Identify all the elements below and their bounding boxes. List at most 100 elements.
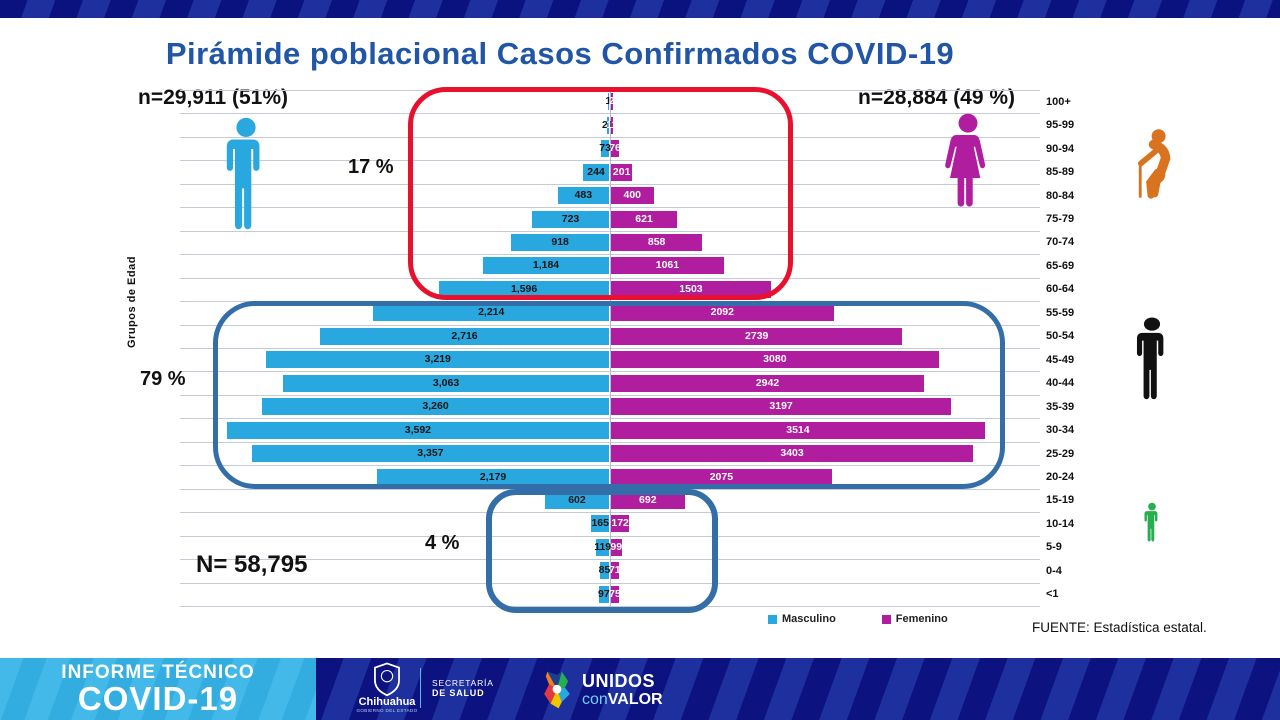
bar-value-label: 75 xyxy=(609,587,621,600)
bar-value-label: 1 xyxy=(605,95,612,108)
pyramid-bar-male: 602 xyxy=(544,491,609,509)
age-group-label: 95-99 xyxy=(1046,119,1075,132)
pyramid-bar-male: 3,592 xyxy=(226,421,609,439)
bar-value-label: 2,716 xyxy=(451,329,478,342)
bar-value-label: 2942 xyxy=(755,376,780,389)
male-total-stat: n=29,911 (51%) xyxy=(138,86,289,109)
top-stripe-decoration xyxy=(0,0,1280,18)
bar-value-label: 3,357 xyxy=(417,447,444,460)
pyramid-bar-male: 483 xyxy=(557,187,609,205)
pyramid-bar-male: 3,219 xyxy=(266,351,609,369)
ministry-block: SECRETARÍA DE SALUD xyxy=(432,678,494,698)
age-group-label: 100+ xyxy=(1046,95,1071,108)
report-title-line2: COVID-19 xyxy=(77,680,239,717)
age-group-label: 5-9 xyxy=(1046,541,1062,554)
bar-value-label: 723 xyxy=(561,212,580,225)
footer-logos-block: Chihuahua GOBIERNO DEL ESTADO SECRETARÍA… xyxy=(316,658,1280,720)
child-person-icon xyxy=(1144,502,1158,542)
bar-value-label: 400 xyxy=(623,189,642,202)
bar-value-label: 11 xyxy=(606,118,618,131)
pyramid-bar-female: 1503 xyxy=(611,280,771,298)
pyramid-bar-male: 1,184 xyxy=(483,257,609,275)
bar-value-label: 621 xyxy=(635,212,653,225)
pyramid-bar-male: 3,063 xyxy=(283,374,609,392)
legend: Masculino Femenino xyxy=(768,613,948,625)
government-name: Chihuahua xyxy=(358,696,416,708)
bar-value-label: 1,596 xyxy=(510,282,538,295)
pyramid-bar-female: 3514 xyxy=(611,421,985,439)
bar-value-label: 119 xyxy=(594,540,612,553)
ministry-line2: DE SALUD xyxy=(432,688,485,698)
pyramid-bar-female: 2092 xyxy=(611,304,834,322)
age-group-label: 35-39 xyxy=(1046,400,1075,413)
brand-line2: conVALOR xyxy=(582,691,663,708)
bar-value-label: 3514 xyxy=(786,423,810,436)
pyramid-bar-male: 119 xyxy=(594,538,612,556)
bar-value-label: 2,214 xyxy=(478,306,505,319)
age-group-label: 85-89 xyxy=(1046,166,1075,179)
pyramid-bar-male: 723 xyxy=(532,210,609,228)
female-legend-label: Femenino xyxy=(895,613,948,625)
brand-line1: UNIDOS xyxy=(582,671,656,691)
pyramid-bar-female: 201 xyxy=(611,163,633,181)
pyramid-bar-female: 172 xyxy=(611,515,630,533)
banner-divider xyxy=(420,668,421,708)
bar-value-label: 3197 xyxy=(769,400,793,413)
pyramid-bar-female: 621 xyxy=(611,210,678,228)
age-group-label: <1 xyxy=(1046,588,1059,601)
age-group-label: 40-44 xyxy=(1046,377,1075,390)
bar-value-label: 918 xyxy=(551,235,569,248)
age-group-label: 45-49 xyxy=(1046,353,1075,366)
ministry-line1: SECRETARÍA xyxy=(432,678,494,688)
pyramid-bar-male: 165 xyxy=(591,515,609,533)
brand-valor: VALOR xyxy=(607,691,663,708)
pyramid-bar-male: 2,716 xyxy=(320,327,609,345)
pyramid-bar-male: 21 xyxy=(602,116,614,134)
bar-value-label: 1503 xyxy=(679,282,703,295)
pyramid-bar-male: 1 xyxy=(605,93,612,111)
bar-value-label: 165 xyxy=(591,517,609,530)
bar-value-label: 2092 xyxy=(710,306,734,319)
age-group-label: 10-14 xyxy=(1046,517,1075,530)
pyramid-bar-male: 2,214 xyxy=(373,304,609,322)
page-title: Pirámide poblacional Casos Confirmados C… xyxy=(165,36,955,71)
pyramid-bar-male: 97 xyxy=(597,585,610,603)
bar-value-label: 2,179 xyxy=(479,470,507,483)
female-legend-swatch xyxy=(881,614,891,624)
age-group-label: 20-24 xyxy=(1046,470,1075,483)
age-group-label: 0-4 xyxy=(1046,564,1062,577)
center-axis-line xyxy=(610,90,611,606)
brand-con: con xyxy=(582,691,608,708)
pyramid-bar-female: 3080 xyxy=(611,351,939,369)
pyramid-bar-male: 918 xyxy=(511,233,609,251)
pyramid-bar-female: 2739 xyxy=(611,327,903,345)
pyramid-bar-female: 11 xyxy=(606,116,617,134)
legend-item-male: Masculino xyxy=(768,613,836,625)
bar-value-label: 76 xyxy=(609,142,621,155)
chihuahua-state-map-icon xyxy=(544,671,570,709)
report-title-line1: INFORME TÉCNICO xyxy=(61,662,255,683)
pyramid-bar-female: 3403 xyxy=(611,445,974,463)
bar-value-label: 97 xyxy=(597,587,610,600)
pyramid-bar-male: 73 xyxy=(599,140,611,158)
legend-item-female: Femenino xyxy=(881,613,948,625)
pyramid-bar-female: 2 xyxy=(609,93,615,111)
pyramid-bar-female: 76 xyxy=(609,140,621,158)
bar-value-label: 85 xyxy=(598,564,611,577)
age-group-axis: 100+ 95-99 90-94 85-89 80-84 75-79 70-74 65-69 6… xyxy=(1046,90,1092,606)
pyramid-bar-male: 3,357 xyxy=(251,445,609,463)
bar-value-label: 71 xyxy=(608,564,621,577)
age-group-label: 65-69 xyxy=(1046,259,1075,272)
pyramid-bar-male: 244 xyxy=(583,163,609,181)
bar-value-label: 692 xyxy=(639,493,657,506)
female-person-icon xyxy=(945,113,986,207)
grid-line xyxy=(180,606,1040,607)
pyramid-bar-male: 2,179 xyxy=(377,468,609,486)
pyramid-bar-female: 99 xyxy=(610,538,622,556)
bar-value-label: 3080 xyxy=(763,353,787,366)
y-axis-label: Grupos de Edad xyxy=(126,256,138,348)
bar-value-label: 201 xyxy=(612,165,631,178)
adult-person-icon xyxy=(1136,317,1164,400)
bar-value-label: 2739 xyxy=(745,329,769,342)
male-legend-label: Masculino xyxy=(782,613,836,625)
